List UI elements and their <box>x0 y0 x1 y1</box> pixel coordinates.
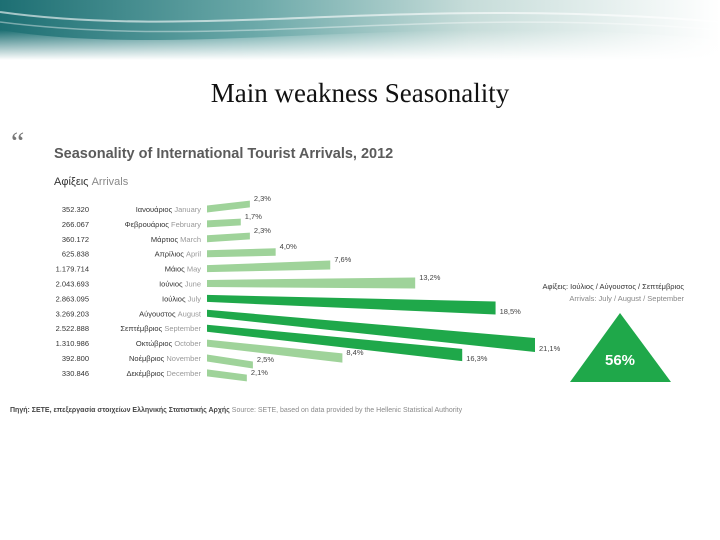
month-label-july: Ιούλιος July <box>162 294 201 303</box>
month-gr: Μάιος <box>165 265 187 274</box>
arrivals-column-header: Αφίξεις Arrivals <box>54 176 128 188</box>
month-en: October <box>174 339 201 348</box>
bar-june <box>207 277 416 289</box>
source-en: Source: SETE, based on data provided by … <box>231 407 463 414</box>
arrivals-value-march: 360.172 <box>62 235 89 244</box>
arrivals-value-june: 2.043.693 <box>56 280 89 289</box>
bar-august <box>207 309 535 352</box>
month-en: March <box>180 235 201 244</box>
source-gr: Πηγή: ΣΕΤΕ, επεξεργασία στοιχείων Ελληνι… <box>10 407 230 414</box>
month-label-september: Σεπτέμβριος September <box>120 324 201 333</box>
month-gr: Φεβρουάριος <box>125 220 171 229</box>
month-en: November <box>166 354 201 363</box>
month-en: May <box>187 265 201 274</box>
month-label-january: Ιανουάριος January <box>136 205 202 214</box>
share-label-february: 1,7% <box>245 212 262 221</box>
summary-triangle <box>570 313 671 382</box>
month-label-october: Οκτώβριος October <box>136 339 202 348</box>
share-label-march: 2,3% <box>254 226 271 235</box>
month-label-june: Ιούνιος June <box>159 280 201 289</box>
share-label-april: 4,0% <box>280 242 297 251</box>
arrivals-value-december: 330.846 <box>62 369 89 378</box>
month-gr: Ιούνιος <box>159 280 185 289</box>
month-gr: Νοέμβριος <box>129 354 166 363</box>
share-label-june: 13,2% <box>419 273 441 282</box>
arrivals-header-gr: Αφίξεις <box>54 176 89 188</box>
share-label-january: 2,3% <box>254 194 271 203</box>
month-gr: Απρίλιος <box>155 250 186 259</box>
month-label-february: Φεβρουάριος February <box>125 220 202 229</box>
bar-february <box>207 218 241 228</box>
month-label-may: Μάιος May <box>165 265 202 274</box>
month-label-november: Νοέμβριος November <box>129 354 201 363</box>
share-label-december: 2,1% <box>251 368 268 377</box>
month-en: August <box>178 309 202 318</box>
arrivals-header-en: Arrivals <box>91 176 129 188</box>
month-gr: Αύγουστος <box>139 309 177 318</box>
month-gr: Ιούλιος <box>162 294 188 303</box>
arrivals-value-july: 2.863.095 <box>56 294 89 303</box>
month-en: February <box>171 220 201 229</box>
arrivals-value-september: 2.522.888 <box>56 324 89 333</box>
month-gr: Οκτώβριος <box>136 339 174 348</box>
month-gr: Ιανουάριος <box>136 205 175 214</box>
month-en: July <box>188 294 202 303</box>
source-note: Πηγή: ΣΕΤΕ, επεξεργασία στοιχείων Ελληνι… <box>10 407 462 414</box>
month-gr: Μάρτιος <box>151 235 180 244</box>
month-gr: Σεπτέμβριος <box>120 324 164 333</box>
share-label-october: 8,4% <box>346 348 363 357</box>
bar-september <box>207 324 463 362</box>
share-label-september: 16,3% <box>466 354 488 363</box>
chart-title: Seasonality of International Tourist Arr… <box>54 146 394 162</box>
arrivals-value-january: 352.320 <box>62 205 89 214</box>
arrivals-value-february: 266.067 <box>62 220 89 229</box>
month-en: December <box>166 369 201 378</box>
bar-july <box>207 294 496 315</box>
bar-november <box>207 354 253 369</box>
bar-march <box>207 232 250 243</box>
month-en: June <box>185 280 201 289</box>
bar-may <box>207 260 331 273</box>
decorative-banner <box>0 0 720 60</box>
month-label-december: Δεκέμβριος December <box>127 369 202 378</box>
share-label-november: 2,5% <box>257 355 274 364</box>
arrivals-value-october: 1.310.986 <box>56 339 89 348</box>
share-label-july: 18,5% <box>500 307 522 316</box>
share-label-may: 7,6% <box>334 255 351 264</box>
summary-label-en: Arrivals: July / August / September <box>569 294 684 303</box>
arrivals-value-august: 3.269.203 <box>56 309 89 318</box>
arrivals-value-april: 625.838 <box>62 250 89 259</box>
summary-value: 56% <box>605 352 635 369</box>
month-en: January <box>174 205 201 214</box>
slide-title: Main weakness Seasonality <box>210 78 510 108</box>
month-label-april: Απρίλιος April <box>155 250 202 259</box>
month-en: April <box>186 250 201 259</box>
bar-january <box>207 200 250 213</box>
arrivals-value-may: 1.179.714 <box>56 265 89 274</box>
share-label-august: 21,1% <box>539 344 561 353</box>
bar-october <box>207 339 343 363</box>
summary-label-gr: Αφίξεις: Ιούλιος / Αύγουστος / Σεπτέμβρι… <box>542 282 684 291</box>
bar-december <box>207 369 247 382</box>
month-label-march: Μάρτιος March <box>151 235 201 244</box>
month-en: September <box>164 324 201 333</box>
arrivals-value-november: 392.800 <box>62 354 89 363</box>
quote-mark: “ <box>11 126 25 159</box>
month-label-august: Αύγουστος August <box>139 309 202 318</box>
bar-april <box>207 248 276 258</box>
month-gr: Δεκέμβριος <box>127 369 167 378</box>
